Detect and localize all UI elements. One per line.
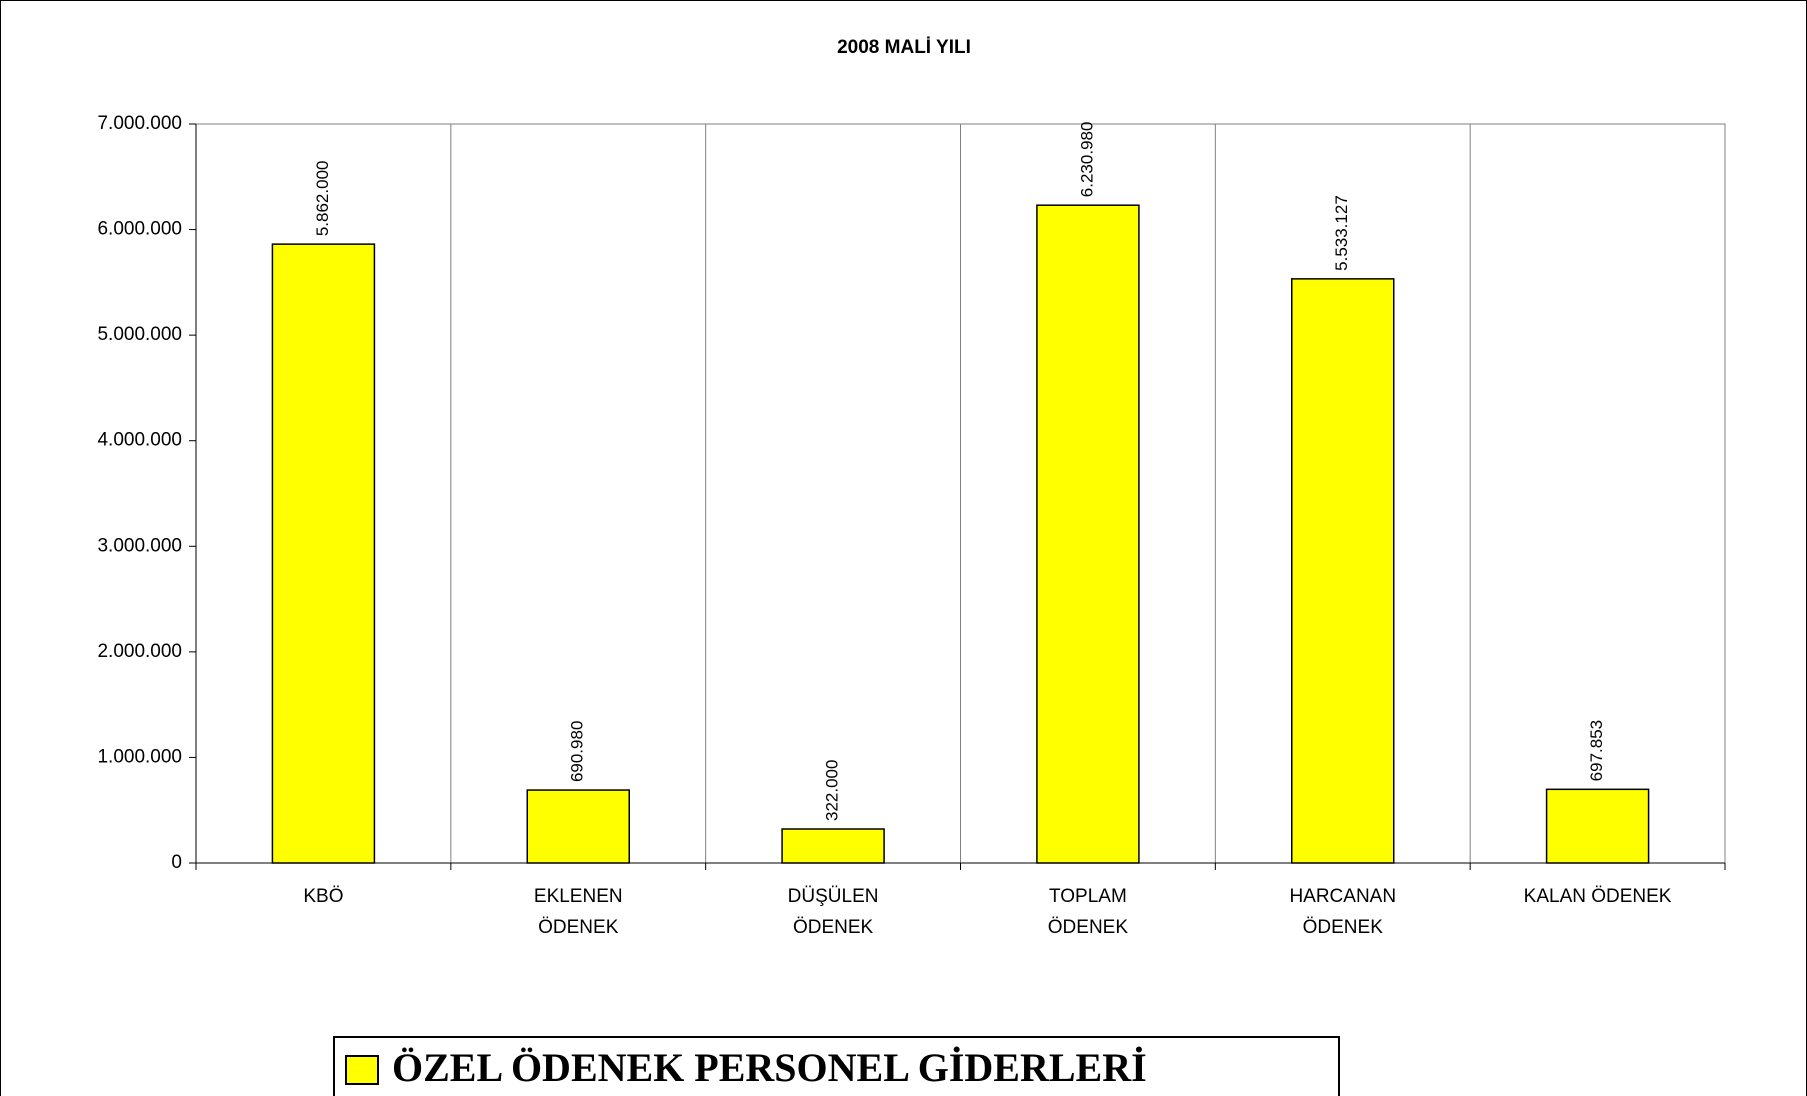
- x-tick-label-line: ÖDENEK: [1303, 917, 1384, 938]
- x-tick-label: KALAN ÖDENEK: [1524, 886, 1672, 907]
- x-tick-label-line: EKLENEN: [534, 886, 623, 907]
- x-tick-label-line: ÖDENEK: [1048, 917, 1129, 938]
- y-tick-label: 4.000.000: [97, 430, 182, 451]
- x-tick-label-line: HARCANAN: [1289, 886, 1396, 907]
- bar: [781, 828, 885, 864]
- bar: [1291, 278, 1395, 864]
- bar: [1036, 204, 1140, 864]
- chart-title: 2008 MALİ YILI: [837, 37, 971, 58]
- x-tick-label-line: ÖDENEK: [793, 917, 874, 938]
- value-label: 697.853: [1587, 720, 1606, 781]
- x-tick-label: KBÖ: [303, 886, 343, 907]
- y-tick-label: 0: [171, 852, 182, 873]
- value-label: 322.000: [823, 760, 842, 821]
- value-label: 690.980: [568, 721, 587, 782]
- x-tick-label: TOPLAM ÖDENEK: [1048, 886, 1129, 938]
- y-tick-label: 6.000.000: [97, 219, 182, 240]
- x-tick-label: HARCANAN ÖDENEK: [1289, 886, 1396, 938]
- x-tick-label: EKLENEN ÖDENEK: [534, 886, 623, 938]
- y-tick-label: 7.000.000: [97, 113, 182, 134]
- x-tick-label-line: TOPLAM: [1049, 886, 1127, 907]
- x-tick-label: DÜŞÜLEN ÖDENEK: [788, 886, 879, 938]
- x-tick-label-line: ÖDENEK: [538, 917, 619, 938]
- bar: [1545, 788, 1650, 864]
- legend-box: [333, 1036, 1340, 1096]
- y-tick-label: 5.000.000: [97, 324, 182, 345]
- x-tick-label-line: DÜŞÜLEN: [788, 886, 879, 907]
- y-tick-label: 3.000.000: [97, 535, 182, 556]
- bar: [271, 243, 376, 864]
- bar: [526, 789, 630, 864]
- y-tick-label: 1.000.000: [97, 746, 182, 767]
- legend-swatch: [345, 1055, 379, 1085]
- value-label: 5.533.127: [1332, 195, 1351, 271]
- value-label: 6.230.980: [1077, 122, 1096, 198]
- value-label: 5.862.000: [313, 160, 332, 236]
- legend-label: ÖZEL ÖDENEK PERSONEL GİDERLERİ: [392, 1045, 1147, 1090]
- y-tick-label: 2.000.000: [97, 641, 182, 662]
